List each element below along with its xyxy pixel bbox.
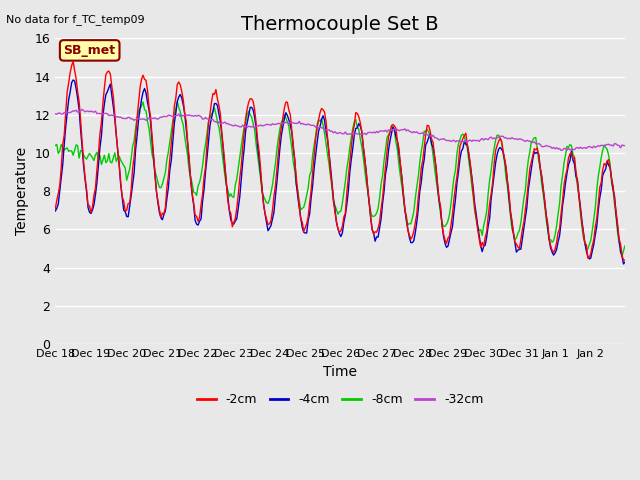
- Legend: -2cm, -4cm, -8cm, -32cm: -2cm, -4cm, -8cm, -32cm: [192, 388, 488, 411]
- Text: SB_met: SB_met: [63, 44, 116, 57]
- X-axis label: Time: Time: [323, 365, 357, 379]
- Y-axis label: Temperature: Temperature: [15, 147, 29, 235]
- Title: Thermocouple Set B: Thermocouple Set B: [241, 15, 439, 34]
- Text: No data for f_TC_temp09: No data for f_TC_temp09: [6, 14, 145, 25]
